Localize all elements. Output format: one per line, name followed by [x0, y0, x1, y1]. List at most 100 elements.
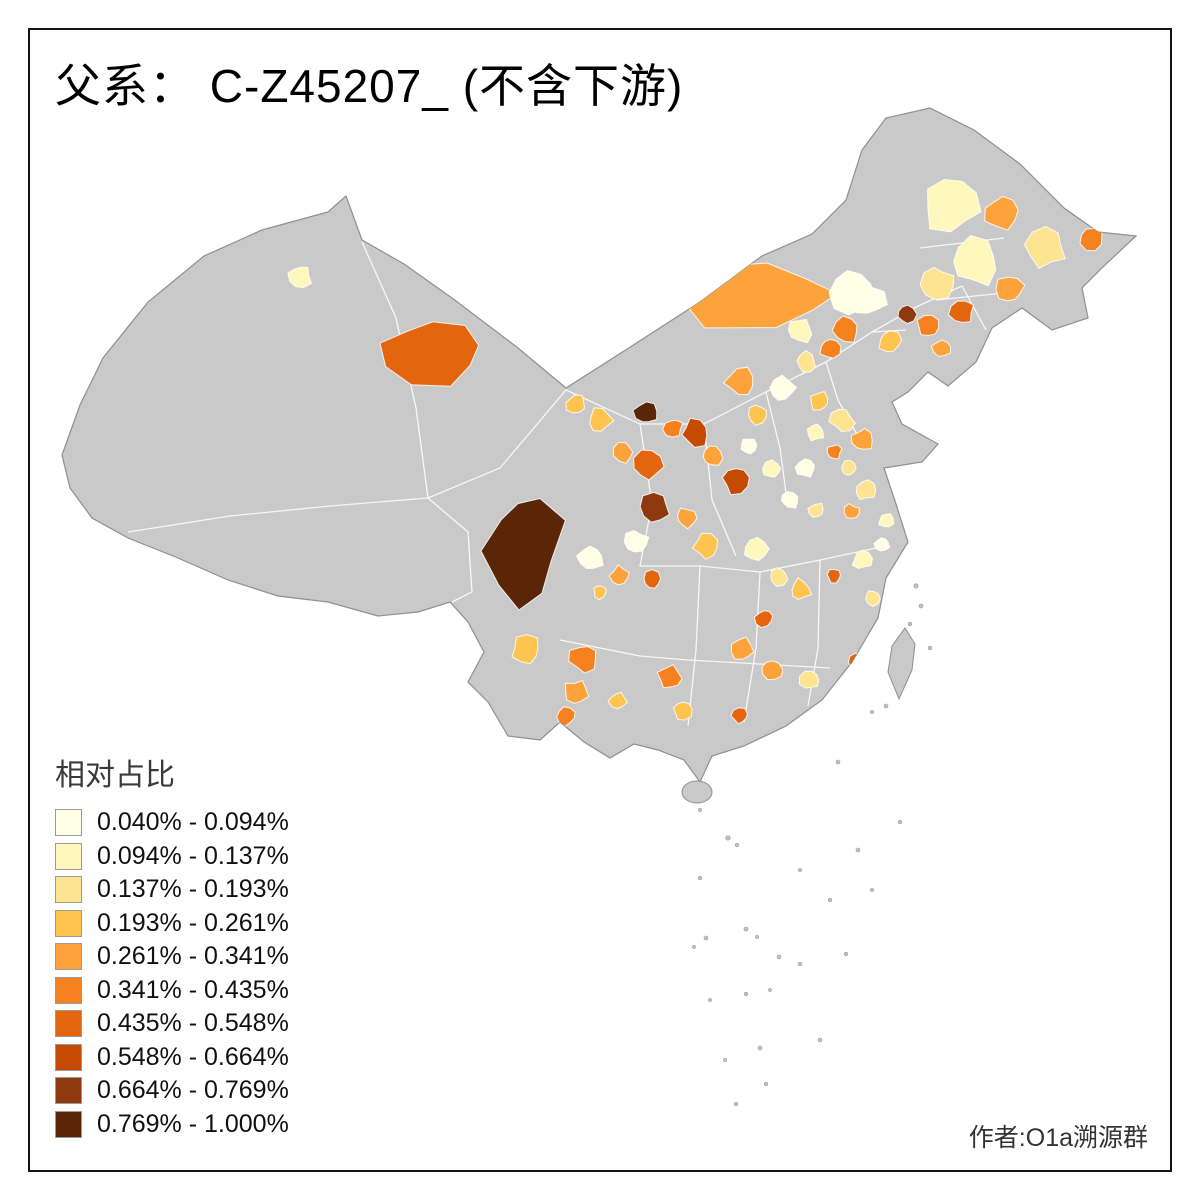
map-region [730, 707, 748, 725]
map-region [873, 537, 891, 552]
map-region [589, 407, 615, 432]
map-region [722, 366, 754, 396]
legend-range-label: 0.769% - 1.000% [97, 1109, 289, 1138]
legend-swatch [55, 1110, 82, 1138]
legend-rows: 0.040% - 0.094% 0.094% - 0.137% 0.137% - 0… [55, 806, 289, 1141]
legend-row: 0.193% - 0.261% [55, 907, 289, 941]
legend-row: 0.769% - 1.000% [55, 1108, 289, 1142]
legend-row: 0.435% - 0.548% [55, 1007, 289, 1041]
map-region [672, 701, 693, 721]
legend-row: 0.137% - 0.193% [55, 873, 289, 907]
map-region [639, 491, 671, 523]
map-region [730, 636, 755, 660]
map-region [769, 374, 798, 401]
map-region [850, 427, 873, 450]
map-region [798, 670, 820, 689]
legend-swatch [55, 943, 82, 971]
map-region [568, 646, 597, 674]
legend-range-label: 0.664% - 0.769% [97, 1076, 289, 1105]
legend-range-label: 0.137% - 0.193% [97, 875, 289, 904]
map-region [564, 679, 590, 704]
legend: 相对占比 0.040% - 0.094% 0.094% - 0.137% 0.137… [55, 750, 289, 1141]
map-region [865, 590, 881, 608]
legend-range-label: 0.261% - 0.341% [97, 942, 289, 971]
map-region [612, 441, 634, 464]
map-region [744, 536, 770, 562]
legend-swatch [55, 809, 82, 837]
map-region [1079, 227, 1103, 252]
legend-swatch [55, 876, 82, 904]
map-region [608, 564, 631, 586]
legend-range-label: 0.193% - 0.261% [97, 908, 289, 937]
figure-title: 父系： C-Z45207_ (不含下游) [55, 60, 684, 112]
map-region [702, 445, 724, 466]
map-region [831, 315, 858, 343]
map-region [919, 266, 955, 301]
map-region [556, 706, 576, 728]
map-region [819, 338, 842, 359]
map-region [897, 304, 918, 325]
legend-swatch [55, 1010, 82, 1038]
hainan-island [681, 780, 713, 804]
legend-swatch [55, 842, 82, 870]
map-region [656, 664, 683, 689]
map-region [740, 438, 758, 455]
map-region [878, 513, 895, 528]
legend-range-label: 0.548% - 0.664% [97, 1042, 289, 1071]
map-region [747, 404, 767, 426]
map-region [1023, 225, 1066, 270]
map-region [753, 610, 774, 629]
map-region [807, 502, 824, 518]
map-region [847, 652, 868, 670]
legend-row: 0.261% - 0.341% [55, 940, 289, 974]
map-region [791, 577, 813, 600]
map-region [890, 576, 904, 590]
map-region [721, 468, 750, 496]
map-regions-layer [287, 178, 1103, 728]
map-region [826, 444, 843, 460]
map-region [379, 321, 480, 387]
legend-row: 0.094% - 0.137% [55, 840, 289, 874]
map-region [826, 568, 841, 584]
map-region [575, 545, 604, 570]
map-region [480, 497, 566, 611]
map-region [878, 330, 903, 353]
map-region [662, 419, 684, 438]
map-region [761, 660, 784, 681]
legend-range-label: 0.094% - 0.137% [97, 841, 289, 870]
mainland-china-shape [61, 107, 1138, 784]
legend-range-label: 0.341% - 0.435% [97, 975, 289, 1004]
attribution: 作者:O1a溯源群 [968, 1124, 1148, 1152]
map-region [787, 318, 813, 344]
map-region [930, 339, 952, 357]
map-region [828, 408, 857, 433]
legend-row: 0.664% - 0.769% [55, 1074, 289, 1108]
map-region [995, 276, 1026, 302]
sea-islands [692, 583, 933, 1107]
map-region [681, 417, 708, 448]
map-region [841, 459, 857, 476]
map-region [632, 401, 658, 423]
map-region [927, 178, 982, 233]
map-region [593, 585, 607, 601]
map-region [287, 266, 313, 289]
legend-range-label: 0.040% - 0.094% [97, 808, 289, 837]
map-region [511, 634, 539, 665]
map-region [633, 449, 665, 481]
map-region [607, 691, 628, 710]
map-region [623, 529, 650, 553]
map-region [809, 390, 829, 411]
taiwan-island [887, 627, 916, 701]
map-region [806, 423, 825, 442]
legend-swatch [55, 1077, 82, 1105]
map-region [843, 502, 860, 519]
map-region [796, 349, 816, 373]
map-region [762, 459, 782, 478]
map-region [770, 567, 789, 587]
legend-range-label: 0.435% - 0.548% [97, 1009, 289, 1038]
legend-row: 0.548% - 0.664% [55, 1041, 289, 1075]
map-region [984, 195, 1019, 231]
legend-row: 0.040% - 0.094% [55, 806, 289, 840]
